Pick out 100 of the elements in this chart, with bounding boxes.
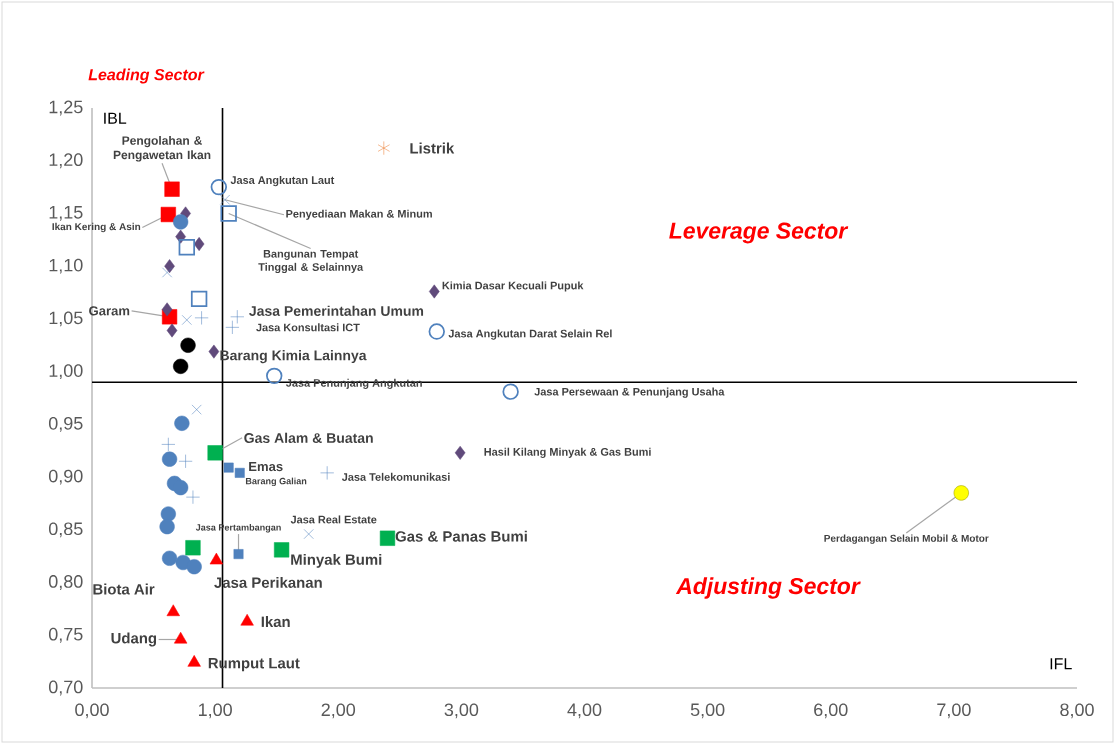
x-axis-title: IFL [1050,658,1072,670]
annotation: Jasa Real Estate [290,515,377,524]
point [194,310,209,325]
x-tick-label: 8,00 [1060,703,1094,719]
point [187,655,201,667]
annotation: Jasa Persewaan & Penunjang Usaha [534,387,725,398]
point [181,314,192,325]
point [190,290,208,308]
y-axis-title: IBL [104,112,127,124]
y-tick-label: 1,10 [49,258,83,274]
point [234,467,245,478]
point [161,302,173,317]
annotation: Emas [249,462,283,472]
point [428,323,445,340]
point [178,454,193,469]
annotation: Barang Galian [245,477,307,487]
x-tick-label: 7,00 [937,703,971,719]
point [193,237,205,251]
y-tick-label: 1,25 [49,100,83,116]
x-tick-label: 3,00 [444,703,479,719]
y-tick-label: 1,00 [49,364,83,380]
point [223,462,234,473]
annotation: Biota Air [93,583,155,595]
annotation: Minyak Bumi [291,553,382,568]
y-tick-label: 0,75 [48,627,83,643]
point [502,383,519,400]
annotation: Jasa Angkutan Laut [230,175,335,187]
annotation: Bangunan Tempat Tinggal & Selainnya [258,250,364,274]
point [161,550,178,566]
y-tick-label: 0,95 [48,416,83,432]
point [186,490,200,505]
x-tick-label: 1,00 [198,703,232,719]
point [240,613,254,626]
point [210,178,228,196]
point [160,206,176,223]
point [174,415,190,431]
point [454,445,466,460]
x-tick-label: 5,00 [690,703,725,719]
point [225,320,240,335]
annotation: Gas & Panas Bumi [395,530,527,542]
annotation: Garam [89,306,130,316]
point [208,344,220,359]
y-tick-label: 0,80 [48,575,83,590]
point [219,194,230,205]
point [220,205,237,222]
text: Leading Sector [88,68,205,84]
point [173,358,189,374]
point [266,367,283,385]
point [166,604,180,617]
point [185,540,201,556]
y-tick-label: 1,05 [49,311,83,327]
point [230,309,245,324]
point [161,451,178,467]
annotation: Listrik [410,142,455,154]
point [303,529,314,540]
point [173,480,189,496]
annotation: Jasa Konsultasi ICT [256,323,360,332]
annotation: Jasa Telekomunikasi [341,472,450,481]
point [953,485,969,501]
point [207,445,223,461]
annotation: Penyediaan Makan & Minum [286,209,432,220]
point [320,465,335,480]
annotation: Gas Alam & Buatan [244,432,373,443]
point [164,259,175,274]
y-tick-label: 1,15 [49,206,83,221]
point [164,181,180,197]
point [174,631,188,644]
point [173,214,189,230]
annotation: Kimia Dasar Kecuali Pupuk [442,281,584,292]
point [178,238,196,256]
annotation: Ikan [261,616,290,628]
annotation: Perdagangan Selain Mobil & Motor [824,534,989,544]
point [166,323,178,338]
y-tick-label: 1,20 [49,153,83,169]
annotation: Jasa Pemerintahan Umum [249,305,424,316]
point [162,267,173,278]
point [159,519,175,535]
point [180,337,196,353]
x-tick-label: 6,00 [814,703,848,719]
annotation: Jasa Angkutan Darat Selain Rel [448,329,612,340]
annotation: Leverage Sector [669,222,849,244]
y-tick-label: 0,70 [48,680,83,696]
annotation: Hasil Kilang Minyak & Gas Bumi [484,447,651,458]
point [377,141,390,156]
x-tick-label: 4,00 [567,703,602,719]
point [160,506,176,522]
y-tick-label: 0,85 [48,522,83,538]
y-tick-label: 0,90 [48,469,83,485]
point [186,559,202,575]
point [379,530,396,546]
annotation: Udang [111,632,157,647]
annotation: Ikan Kering & Asin [52,222,141,233]
x-tick-label: 0,00 [75,703,109,719]
x-tick-label: 2,00 [321,703,356,719]
annotation: Pengolahan & Pengawetan Ikan [113,135,211,162]
point [191,404,202,415]
annotation: Adjusting Sector [675,577,861,599]
point [233,549,244,560]
point [274,542,290,558]
point [161,437,176,452]
